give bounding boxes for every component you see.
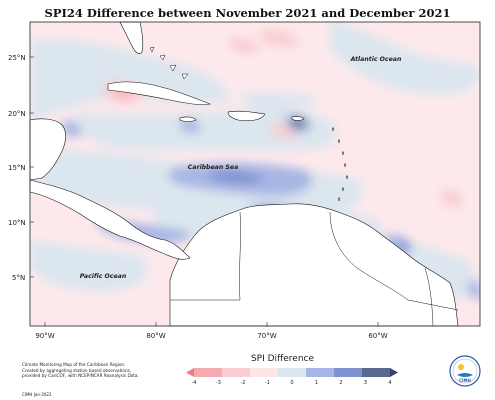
country-borders [170, 211, 459, 327]
lat-label-15n: 15°N [8, 164, 26, 172]
colorbar-tick-label: 3 [364, 380, 367, 386]
colorbar-arrow-high [390, 368, 398, 377]
bahamas-islands [149, 46, 189, 80]
legend-title: SPI Difference [250, 354, 315, 364]
colorbar-segment [194, 368, 223, 377]
lon-label-80w: 80°W [146, 332, 165, 340]
colorbar-tick-label: 2 [339, 380, 342, 386]
credit-date: CIMH Jan-2022 [22, 392, 52, 397]
colorbar-tick-label: 4 [388, 380, 391, 386]
credit-text: Climate Monitoring Map of the Caribbean … [22, 362, 172, 379]
colorbar-segment [334, 368, 363, 377]
colorbar-tick-label: -3 [216, 380, 221, 386]
lon-label-60w: 60°W [368, 332, 387, 340]
legend-colorbar: -4 -3 -2 -1 0 1 2 3 4 [186, 368, 398, 386]
colorbar-segment [306, 368, 335, 377]
puerto-rico-island [291, 116, 305, 121]
pacific-ocean-label: Pacific Ocean [80, 273, 127, 280]
south-america-landmass [169, 203, 459, 327]
yucatan-landmass [29, 118, 66, 181]
lat-label-25n: 25°N [8, 54, 26, 62]
colorbar-arrow-low [186, 368, 194, 377]
credit-line: Climate Monitoring Map of the Caribbean … [22, 362, 126, 367]
colorbar-tick-label: -4 [192, 380, 197, 386]
central-america-landmass [29, 179, 191, 260]
lat-label-10n: 10°N [8, 219, 26, 227]
colorbar-tick-label: -2 [241, 380, 246, 386]
lon-label-90w: 90°W [35, 332, 54, 340]
lesser-antilles-islands [331, 127, 349, 202]
cimh-logo: CIMH [449, 355, 481, 387]
florida-landmass [119, 21, 144, 54]
credit-line: Created by aggregating station based obs… [22, 367, 132, 373]
cuba-island [107, 81, 212, 105]
credit-line: provided by CariCOF, with NCEP/NCAR Rean… [22, 373, 139, 379]
colorbar-tick-label: 1 [315, 380, 318, 386]
caribbean-sea-label: Caribbean Sea [188, 164, 239, 171]
jamaica-island [179, 116, 197, 122]
map-title: SPI24 Difference between November 2021 a… [44, 6, 451, 20]
colorbar-segment [250, 368, 279, 377]
hispaniola-island [227, 110, 266, 122]
colorbar-segment [278, 368, 307, 377]
colorbar-tick-label: 0 [290, 380, 293, 386]
colorbar-segment [362, 368, 391, 377]
lat-label-5n: 5°N [12, 274, 25, 282]
logo-text: CIMH [459, 378, 471, 383]
lon-label-70w: 70°W [257, 332, 276, 340]
atlantic-ocean-label: Atlantic Ocean [350, 55, 402, 63]
lat-label-20n: 20°N [8, 110, 26, 118]
colorbar-tick-label: -1 [265, 380, 270, 386]
axis-frame [29, 21, 481, 327]
colorbar-segment [222, 368, 251, 377]
